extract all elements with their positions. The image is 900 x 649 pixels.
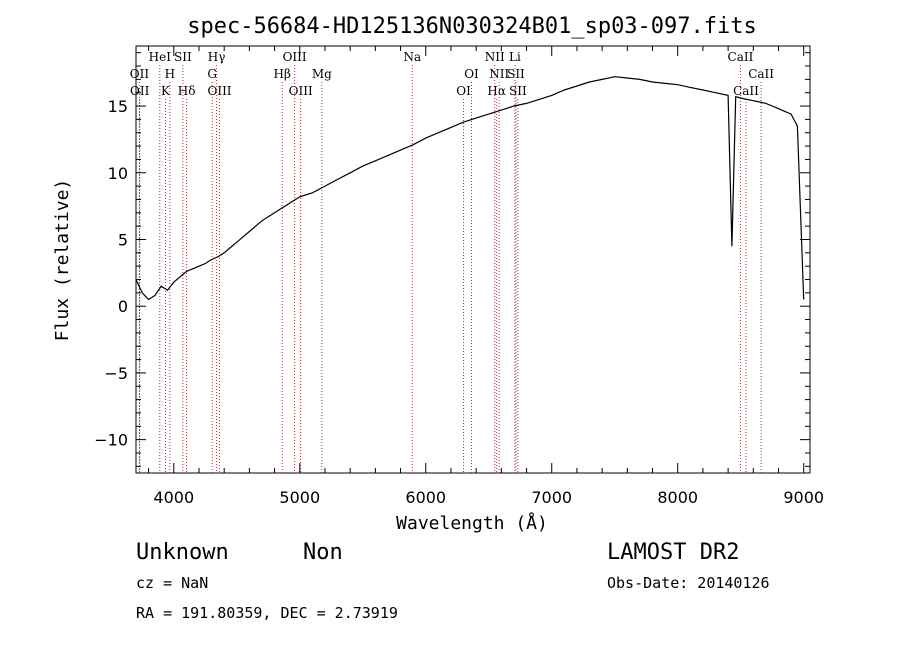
spectral-line-label: H [165,67,175,81]
y-axis-ticks: −10 −5 0 5 10 15 [94,52,810,467]
spectral-line-label: Li [509,50,521,64]
spectral-line-label: K [161,84,171,98]
spectrum-series [135,76,805,301]
spectral-line-label: CaII [728,50,754,64]
spectral-line-label: Hα [487,84,506,98]
ra-dec-coords: RA = 191.80359, DEC = 2.73919 [136,604,398,622]
redshift-cz: cz = NaN [136,574,208,592]
x-tick-label: 4000 [153,488,194,507]
spectral-line-label: OI [456,84,471,98]
x-axis-label: Wavelength (Å) [396,512,548,534]
spectral-line-label: OIII [207,84,231,98]
spectral-line-label: Hδ [178,84,196,98]
spectral-line-label: SII [174,50,192,64]
spectral-line-label: OIII [289,84,313,98]
x-axis-ticks: 4000 5000 6000 7000 8000 9000 [148,46,824,507]
x-tick-label: 6000 [405,488,446,507]
spectral-line-label: OIII [283,50,307,64]
spectral-line-label: Hγ [208,50,226,64]
spectral-line-label: OII [130,67,150,81]
spectral-line-markers: OII OII HeI KH SII Hδ Hγ G OIII Hβ OIII OIII Mg Na OI O… [130,50,774,473]
spectral-line-label: OI [464,67,479,81]
survey-name: LAMOST DR2 [607,540,739,565]
x-tick-label: 8000 [657,488,698,507]
y-tick-label: 5 [118,230,128,249]
object-subclass: Non [303,540,343,565]
spectral-line-label: Na [403,50,421,64]
spectral-line-label: SII [507,67,525,81]
y-tick-label: −10 [94,431,128,450]
spectral-line-label: Hβ [274,67,291,81]
observation-date: Obs-Date: 20140126 [607,574,770,592]
y-tick-label: 15 [108,97,128,116]
plot-frame [135,45,811,474]
spectrum-line [135,76,805,301]
x-tick-label: 7000 [531,488,572,507]
spectral-line-label: SII [509,84,527,98]
spectral-line-label: OII [130,84,150,98]
spectral-line-label: HeI [149,50,172,64]
y-tick-label: −5 [104,364,128,383]
spectral-line-label: NII [485,50,505,64]
y-tick-label: 0 [118,297,128,316]
spectral-line-label: CaII [748,67,774,81]
y-axis-label: Flux (relative) [52,179,73,342]
x-tick-label: 9000 [783,488,824,507]
spectral-line-label: G [207,67,217,81]
spectral-line-label: Mg [312,67,332,81]
object-class: Unknown [136,540,229,565]
x-tick-label: 5000 [279,488,320,507]
chart-title: spec-56684-HD125136N030324B01_sp03-097.f… [187,14,757,39]
spectral-line-label: CaII [733,84,759,98]
spectral-line-label: NII [489,67,509,81]
y-tick-label: 10 [108,164,128,183]
